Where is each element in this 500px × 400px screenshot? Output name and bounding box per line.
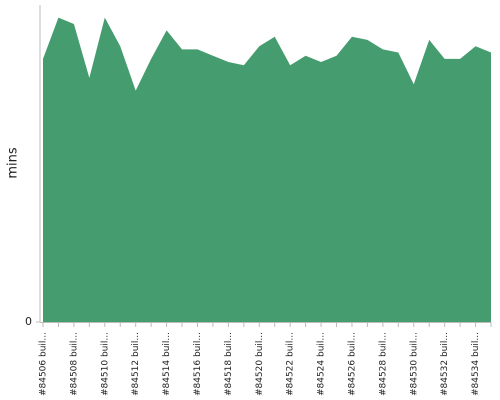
x-tick-label: #84532 buil... — [440, 332, 450, 396]
y-tick-label: 0 — [25, 315, 32, 328]
x-tick-label: #84522 buil... — [286, 332, 296, 396]
x-tick-label: #84530 buil... — [409, 332, 419, 396]
x-tick-label: #84524 buil... — [317, 332, 327, 396]
x-tick-label: #84508 buil... — [69, 332, 79, 396]
x-tick-label: #84510 buil... — [100, 332, 110, 396]
x-tick-label: #84514 buil... — [162, 332, 172, 396]
x-tick-label: #84526 buil... — [347, 332, 357, 396]
x-tick-label: #84520 buil... — [255, 332, 265, 396]
y-axis-label: mins — [6, 147, 21, 179]
x-tick-label: #84516 buil... — [193, 332, 203, 396]
x-tick-label: #84534 buil... — [471, 332, 481, 396]
x-tick-label: #84528 buil... — [378, 332, 388, 396]
area — [43, 17, 491, 323]
x-tick-label: #84506 buil... — [39, 332, 49, 396]
x-tick-label: #84512 buil... — [131, 332, 141, 396]
x-tick-label: #84518 buil... — [224, 332, 234, 396]
